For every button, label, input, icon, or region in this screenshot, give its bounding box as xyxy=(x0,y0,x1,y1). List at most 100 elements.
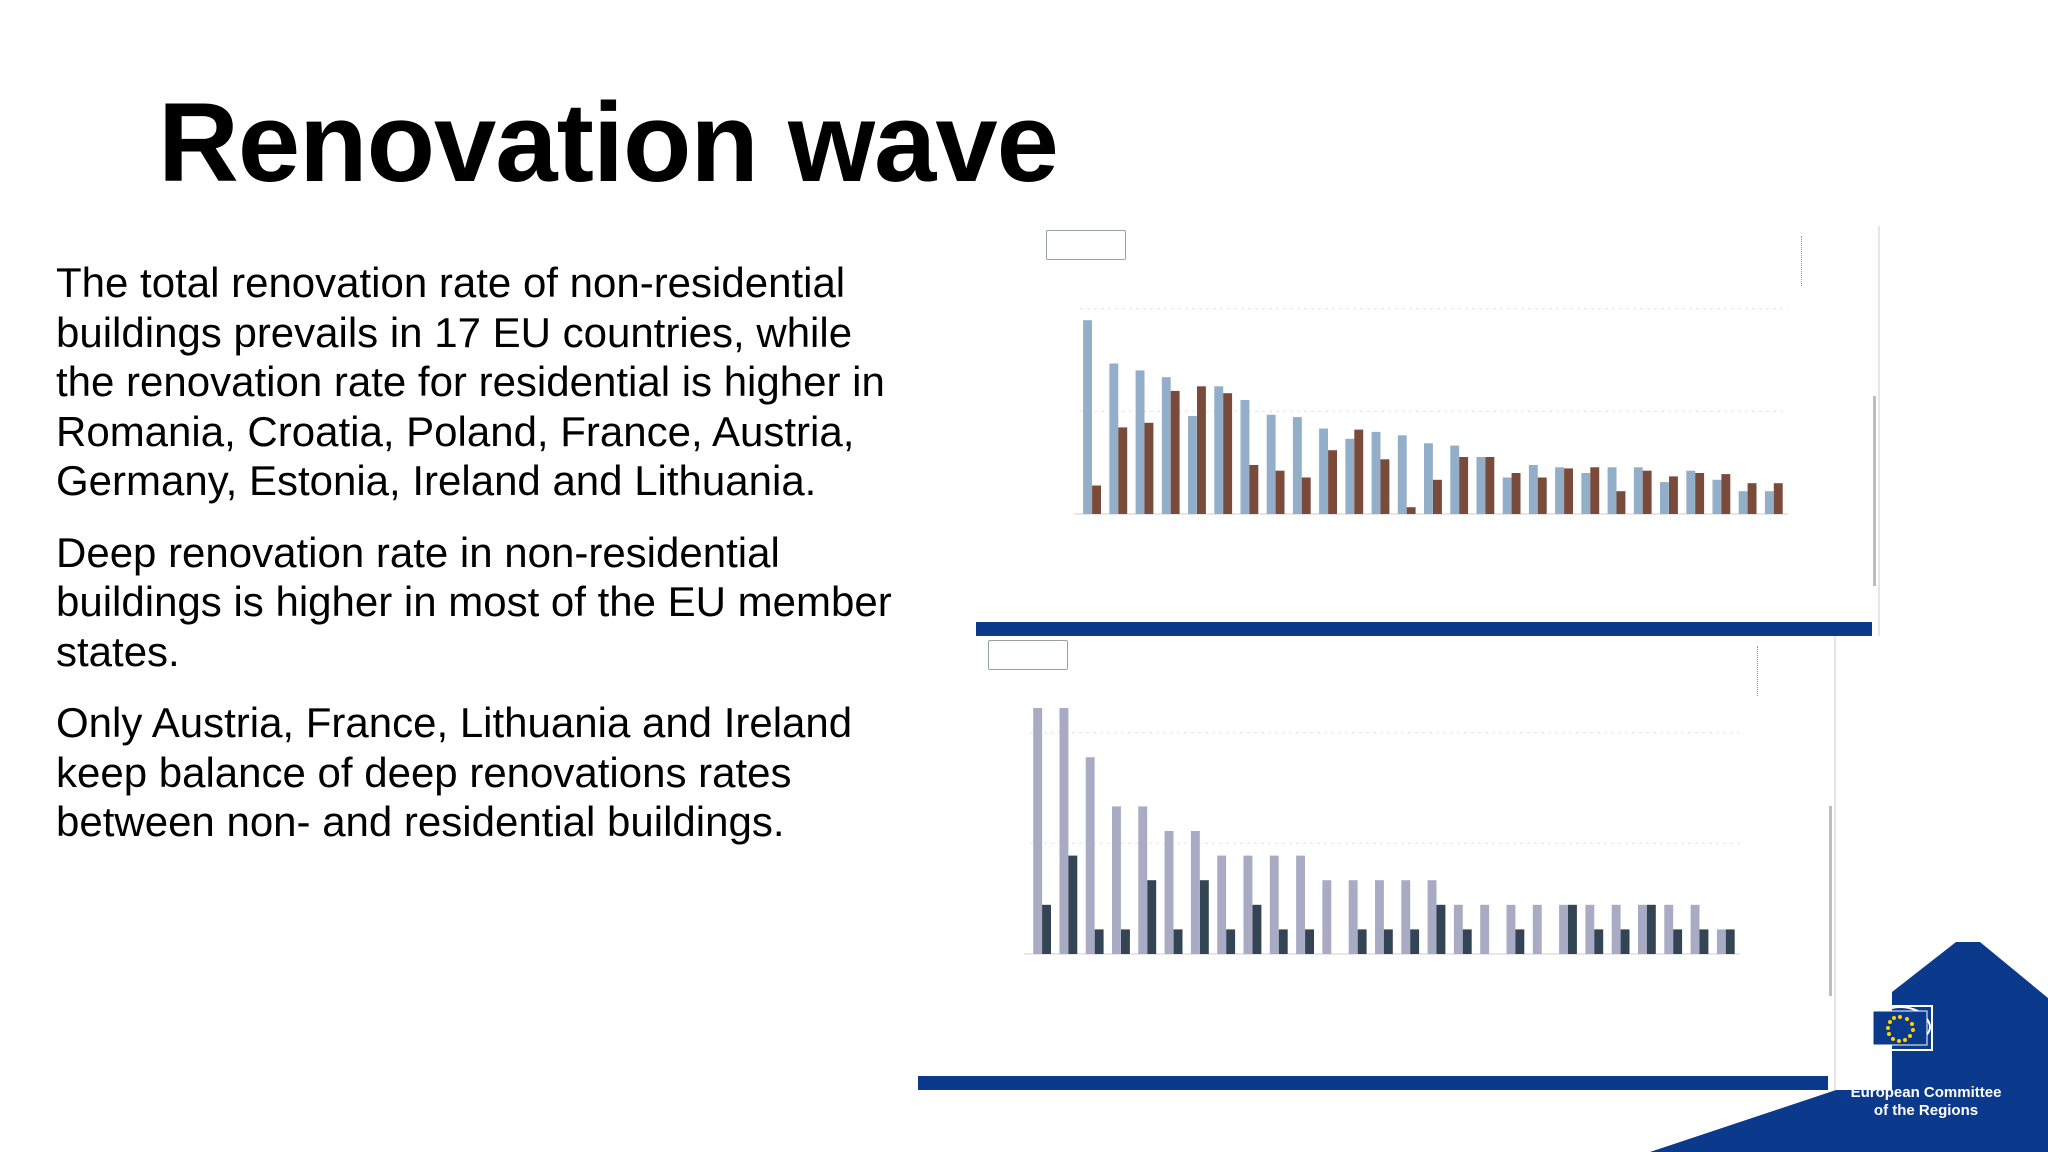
bar-series1-26 xyxy=(1690,904,1700,954)
bar-series1-27 xyxy=(1716,929,1726,954)
paragraph-balance: Only Austria, France, Lithuania and Irel… xyxy=(56,699,853,845)
bar-series2-5 xyxy=(1197,386,1206,514)
bar-series2-26 xyxy=(1699,929,1709,954)
bar-series2-4 xyxy=(1121,929,1130,954)
bar-series2-2 xyxy=(1068,855,1078,954)
bar-series1-14 xyxy=(1375,880,1384,954)
bar-series2-14 xyxy=(1433,479,1442,514)
eu-flag-icon xyxy=(1867,1005,1933,1051)
bar-series2-22 xyxy=(1594,929,1604,954)
bar-series1-5 xyxy=(1188,416,1197,514)
panel-footer-bar xyxy=(918,1076,1828,1090)
bar-series1-22 xyxy=(1585,904,1595,954)
bar-series2-24 xyxy=(1646,904,1656,954)
bar-series2-23 xyxy=(1669,476,1678,514)
bar-series1-10 xyxy=(1269,855,1279,954)
bar-series2-6 xyxy=(1223,393,1233,514)
bar-series1-8 xyxy=(1217,855,1227,954)
bar-series1-1 xyxy=(1033,708,1043,954)
bar-series2-13 xyxy=(1406,507,1416,514)
bar-series1-4 xyxy=(1161,377,1171,514)
chart-tab-button[interactable] xyxy=(988,640,1068,670)
bar-series2-18 xyxy=(1537,477,1547,514)
deep-renovation-bar-chart xyxy=(1024,708,1740,955)
cor-logo xyxy=(1650,942,2048,1152)
bar-series1-18 xyxy=(1528,465,1538,514)
bar-series2-26 xyxy=(1747,483,1757,514)
cor-logo-line2: of the Regions xyxy=(1873,1102,1979,1119)
bar-series1-23 xyxy=(1611,904,1621,954)
bar-series2-3 xyxy=(1094,929,1104,954)
bar-series2-11 xyxy=(1305,929,1314,954)
bar-series2-7 xyxy=(1249,465,1259,514)
bar-series1-17 xyxy=(1453,904,1463,954)
bar-series1-11 xyxy=(1345,438,1355,514)
bar-series1-12 xyxy=(1371,431,1381,514)
bar-series1-19 xyxy=(1506,904,1516,954)
chart-toolbar[interactable] xyxy=(1757,646,1764,696)
paragraph-deep-renovation: Deep renovation rate in non-residential … xyxy=(56,528,892,675)
cor-logo-text: European Committee of the Regions xyxy=(1836,1084,2016,1120)
bar-series1-27 xyxy=(1764,491,1774,514)
bar-series2-15 xyxy=(1410,929,1420,954)
bar-series1-21 xyxy=(1559,904,1568,954)
bar-series2-7 xyxy=(1199,880,1209,954)
bar-series2-17 xyxy=(1462,929,1472,954)
bar-series2-8 xyxy=(1226,929,1236,954)
bar-series2-21 xyxy=(1568,904,1577,954)
bar-series1-6 xyxy=(1214,386,1224,514)
bar-series1-2 xyxy=(1109,363,1119,514)
paragraph-total-renovation: The total renovation rate of non-residen… xyxy=(56,259,885,504)
bar-series2-2 xyxy=(1118,427,1128,514)
bar-series1-23 xyxy=(1660,482,1669,514)
slide-body: The total renovation rate of non-residen… xyxy=(56,258,896,869)
bar-series2-16 xyxy=(1485,457,1495,514)
bar-series2-14 xyxy=(1383,929,1393,954)
bar-series2-9 xyxy=(1301,477,1311,514)
bar-series1-25 xyxy=(1664,904,1674,954)
bar-series1-4 xyxy=(1112,806,1121,954)
panel-footer-bar xyxy=(976,622,1872,636)
bar-series1-2 xyxy=(1059,708,1069,954)
total-renovation-chart-panel xyxy=(976,226,1880,636)
bar-series1-13 xyxy=(1397,435,1407,514)
chart-scrollbar[interactable] xyxy=(1873,396,1876,586)
bar-series2-3 xyxy=(1144,422,1154,514)
bar-series1-8 xyxy=(1266,414,1276,514)
bar-series2-22 xyxy=(1642,470,1652,514)
chart-toolbar[interactable] xyxy=(1801,236,1808,286)
bar-series2-12 xyxy=(1380,459,1390,514)
bar-series2-9 xyxy=(1252,904,1262,954)
bar-series1-25 xyxy=(1712,479,1722,514)
bar-series1-7 xyxy=(1190,831,1200,954)
bar-series1-24 xyxy=(1638,904,1647,954)
bar-series1-16 xyxy=(1476,457,1486,514)
bar-series1-24 xyxy=(1686,470,1696,514)
bar-series1-22 xyxy=(1633,467,1643,514)
bar-series1-20 xyxy=(1581,473,1591,514)
bar-series1-15 xyxy=(1401,880,1411,954)
bar-series1-21 xyxy=(1607,467,1617,514)
bar-series2-5 xyxy=(1147,880,1157,954)
bar-series2-19 xyxy=(1515,929,1525,954)
bar-series1-11 xyxy=(1296,855,1305,954)
bar-series2-1 xyxy=(1092,485,1101,514)
bar-series2-27 xyxy=(1725,929,1735,954)
bar-series1-14 xyxy=(1424,443,1433,514)
bar-series2-1 xyxy=(1042,904,1051,954)
bar-series2-25 xyxy=(1721,474,1731,514)
chart-scrollbar[interactable] xyxy=(1829,806,1832,996)
total-renovation-bar-chart xyxy=(1074,308,1788,515)
bar-series2-25 xyxy=(1673,929,1683,954)
bar-series2-23 xyxy=(1620,929,1630,954)
bar-series2-19 xyxy=(1564,468,1573,514)
bar-series2-13 xyxy=(1357,929,1367,954)
bar-series1-18 xyxy=(1480,904,1490,954)
bar-series1-3 xyxy=(1135,370,1145,514)
bar-series1-16 xyxy=(1427,880,1437,954)
cor-logo-line1: European Committee xyxy=(1850,1084,2002,1101)
bar-series1-17 xyxy=(1502,477,1512,514)
chart-tab-button[interactable] xyxy=(1046,230,1126,260)
bar-series1-12 xyxy=(1322,880,1332,954)
bar-series1-9 xyxy=(1292,417,1302,514)
